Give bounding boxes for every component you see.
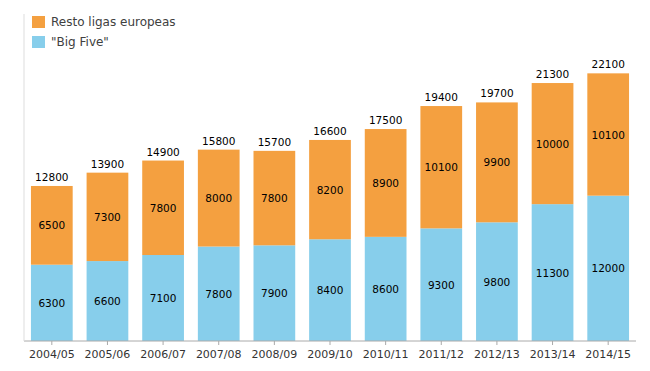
x-tick-label: 2013/14 <box>530 348 576 361</box>
data-label: 11300 <box>536 267 569 279</box>
bar-segment <box>198 150 240 247</box>
data-label: 8200 <box>317 184 344 196</box>
chart: 6300 6600 7100 7800 7900 8400 8600 9300 9800 1130… <box>0 0 650 371</box>
total-label: 14900 <box>146 146 179 158</box>
data-label: 8000 <box>205 192 232 204</box>
data-label: 7800 <box>205 288 232 300</box>
x-tick-label: 2007/08 <box>196 348 242 361</box>
total-label: 22100 <box>591 58 624 70</box>
bar-segment <box>31 265 73 341</box>
y-axis-line <box>24 14 25 341</box>
x-tick-label: 2012/13 <box>474 348 520 361</box>
data-label: 7300 <box>94 211 121 223</box>
bar-segment <box>365 129 407 237</box>
x-tick <box>496 341 497 345</box>
bar-segment <box>365 237 407 341</box>
bar-segment <box>420 106 462 228</box>
x-tick-label: 2008/09 <box>252 348 298 361</box>
data-label: 7800 <box>150 202 177 214</box>
data-label: 9900 <box>484 156 511 168</box>
axes: 2004/05 2005/06 2006/07 2007/08 2008/09 2009/… <box>24 14 636 361</box>
bar-segment <box>254 245 296 341</box>
data-label: 7100 <box>150 292 177 304</box>
x-tick <box>51 341 52 345</box>
data-label: 8900 <box>372 177 399 189</box>
legend-swatch <box>32 36 45 48</box>
data-label: 10100 <box>591 129 624 141</box>
bar-segment <box>31 186 73 265</box>
total-label: 16600 <box>313 125 346 137</box>
bar-segment <box>309 140 351 239</box>
data-label: 10000 <box>536 138 569 150</box>
legend: Resto ligas europeas "Big Five" <box>32 15 176 49</box>
total-label: 19700 <box>480 87 513 99</box>
legend-label: Resto ligas europeas <box>51 15 176 29</box>
bar-segment <box>532 83 574 204</box>
bar-segment <box>587 196 629 341</box>
bar-segment <box>198 247 240 341</box>
x-tick <box>385 341 386 345</box>
x-tick <box>218 341 219 345</box>
total-label: 15700 <box>258 136 291 148</box>
bar-segment <box>87 173 129 261</box>
x-tick-label: 2004/05 <box>29 348 75 361</box>
x-tick <box>552 341 553 345</box>
x-tick <box>107 341 108 345</box>
data-label: 6500 <box>38 219 65 231</box>
bars <box>31 73 629 341</box>
bar-segment <box>532 204 574 341</box>
data-label: 7900 <box>261 287 288 299</box>
total-label: 21300 <box>536 68 569 80</box>
bar-segment <box>87 261 129 341</box>
legend-swatch <box>32 16 45 28</box>
data-label: 12000 <box>591 262 624 274</box>
x-tick-label: 2010/11 <box>363 348 409 361</box>
data-label: 7800 <box>261 192 288 204</box>
bar-segment <box>309 239 351 341</box>
bar-segment <box>587 73 629 195</box>
data-label: 10100 <box>425 161 458 173</box>
total-label: 19400 <box>425 91 458 103</box>
bar-segment <box>142 161 184 255</box>
data-label: 6300 <box>38 297 65 309</box>
bar-segment <box>476 222 518 341</box>
bar-segment <box>142 255 184 341</box>
total-label: 17500 <box>369 114 402 126</box>
bar-segment <box>254 151 296 245</box>
x-tick <box>441 341 442 345</box>
x-tick-label: 2009/10 <box>307 348 353 361</box>
data-label: 8600 <box>372 283 399 295</box>
total-label: 13900 <box>91 158 124 170</box>
x-tick-label: 2014/15 <box>585 348 631 361</box>
data-label: 8400 <box>317 284 344 296</box>
data-label: 9300 <box>428 279 455 291</box>
total-label: 15800 <box>202 135 235 147</box>
x-tick-label: 2006/07 <box>140 348 186 361</box>
x-tick <box>274 341 275 345</box>
data-label: 9800 <box>484 276 511 288</box>
bar-segment <box>420 228 462 341</box>
x-tick <box>163 341 164 345</box>
legend-label: "Big Five" <box>51 35 109 49</box>
x-tick-label: 2011/12 <box>418 348 464 361</box>
labels: 6300 6600 7100 7800 7900 8400 8600 9300 9800 1130… <box>35 58 625 309</box>
data-label: 6600 <box>94 295 121 307</box>
x-tick <box>330 341 331 345</box>
bar-segment <box>476 102 518 222</box>
chart-container: 6300 6600 7100 7800 7900 8400 8600 9300 9800 1130… <box>0 0 650 371</box>
total-label: 12800 <box>35 171 68 183</box>
x-tick-label: 2005/06 <box>85 348 131 361</box>
x-tick <box>608 341 609 345</box>
